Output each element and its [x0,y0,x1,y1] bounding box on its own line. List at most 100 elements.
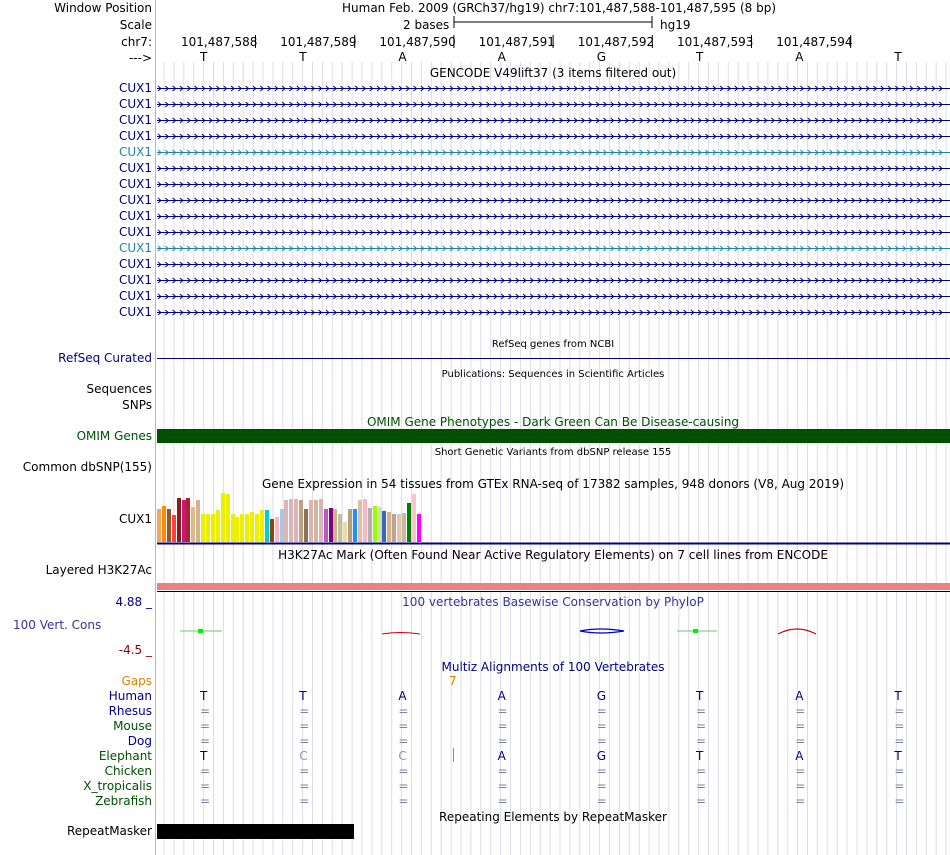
gtex-tissue-bar[interactable] [225,494,230,542]
gtex-tissue-bar[interactable] [318,499,323,542]
gtex-tissue-bar[interactable] [333,509,338,542]
gtex-tissue-bar[interactable] [210,514,215,542]
multiz-base: = [696,734,707,748]
gtex-tissue-bar[interactable] [186,498,191,542]
gtex-tissue-bar[interactable] [313,500,318,542]
gencode-transcript-label[interactable]: CUX1 [118,161,152,175]
refseq-label[interactable]: RefSeq Curated [58,351,152,365]
gtex-tissue-bar[interactable] [264,510,269,542]
gencode-transcript-label[interactable]: CUX1 [118,145,152,159]
h3k27ac-label[interactable]: Layered H3K27Ac [45,563,152,577]
gtex-tissue-bar[interactable] [392,514,397,542]
gtex-tissue-bar[interactable] [191,507,196,542]
gencode-transcript-label[interactable]: CUX1 [118,241,152,255]
phylop-label[interactable]: 100 Vert. Cons [13,618,102,632]
gtex-tissue-bar[interactable] [161,506,166,542]
gtex-tissue-bar[interactable] [294,499,299,542]
gencode-transcript-label[interactable]: CUX1 [118,193,152,207]
gtex-tissue-bar[interactable] [181,500,186,542]
gencode-transcript-label[interactable]: CUX1 [118,97,152,111]
gtex-tissue-bar[interactable] [416,514,421,542]
gtex-tissue-bar[interactable] [245,514,250,542]
gencode-transcript-label[interactable]: CUX1 [118,113,152,127]
gtex-tissue-bar[interactable] [201,514,206,542]
multiz-species-label[interactable]: Dog [127,734,152,748]
publications-label-line1[interactable]: Sequences [86,382,152,396]
gtex-tissue-bar[interactable] [387,512,392,542]
gtex-tissue-bar[interactable] [250,512,255,542]
gtex-tissue-bar[interactable] [289,499,294,542]
multiz-species-label[interactable]: Elephant [98,749,152,763]
gtex-tissue-bar[interactable] [230,514,235,542]
gtex-tissue-bar[interactable] [367,508,372,542]
gtex-tissue-bar[interactable] [176,498,181,542]
gencode-strand-arrows [157,309,943,316]
gtex-tissue-bar[interactable] [274,517,279,542]
gtex-tissue-bar[interactable] [328,508,333,542]
multiz-base: = [200,794,211,808]
gtex-tissue-bar[interactable] [377,507,382,542]
gtex-tissue-bar[interactable] [255,514,259,542]
gtex-tissue-bar[interactable] [157,509,161,542]
gencode-strand-arrows [157,85,943,92]
gencode-transcript-label[interactable]: CUX1 [118,305,152,319]
gtex-tissue-bar[interactable] [353,509,357,542]
gtex-tissue-bar[interactable] [259,510,264,542]
gtex-tissue-bar[interactable] [166,509,171,542]
gtex-tissue-bar[interactable] [206,514,210,542]
multiz-species-label[interactable]: Mouse [113,719,152,733]
gtex-tissue-bar[interactable] [406,503,411,542]
gencode-transcript-label[interactable]: CUX1 [118,273,152,287]
multiz-species-label[interactable]: Rhesus [108,704,152,718]
gtex-tissue-bar[interactable] [220,493,225,542]
gtex-tissue-bar[interactable] [402,513,406,542]
gtex-tissue-bar[interactable] [279,509,284,542]
dbsnp-label[interactable]: Common dbSNP(155) [22,460,152,474]
multiz-species-label[interactable]: Zebrafish [95,794,152,808]
gtex-tissue-bar[interactable] [299,500,304,542]
gtex-tissue-bar[interactable] [372,506,377,542]
gtex-tissue-bar[interactable] [240,514,245,542]
gtex-tissue-bar[interactable] [323,509,328,542]
omim-feature-bar[interactable] [157,429,950,443]
refseq-title: RefSeq genes from NCBI [491,339,615,350]
omim-label[interactable]: OMIM Genes [76,429,152,443]
gtex-tissue-bar[interactable] [196,500,201,542]
gaps-label[interactable]: Gaps [121,674,152,688]
gtex-tissue-bar[interactable] [171,515,176,542]
gtex-tissue-bar[interactable] [304,509,308,542]
gtex-tissue-bar[interactable] [308,500,313,542]
h3k27ac-signal[interactable] [157,583,950,590]
gtex-tissue-bar[interactable] [235,517,240,542]
multiz-species-label[interactable]: X_tropicalis [83,779,152,793]
gencode-strand-arrows [157,229,943,236]
gencode-transcript-label[interactable]: CUX1 [118,257,152,271]
gtex-tissue-bar[interactable] [411,494,416,542]
multiz-base: = [696,779,707,793]
gencode-transcript-label[interactable]: CUX1 [118,209,152,223]
gtex-tissue-bar[interactable] [338,514,343,542]
gtex-label[interactable]: CUX1 [118,512,152,526]
repeatmasker-label[interactable]: RepeatMasker [66,824,152,838]
base-letter: T [696,50,704,64]
gtex-tissue-bar[interactable] [357,500,362,542]
gtex-tissue-bar[interactable] [343,522,348,542]
publications-label-line2[interactable]: SNPs [122,398,152,412]
gencode-transcript-label[interactable]: CUX1 [118,225,152,239]
gencode-transcript-label[interactable]: CUX1 [118,289,152,303]
gtex-tissue-bar[interactable] [348,509,353,542]
gtex-tissue-bar[interactable] [382,511,387,542]
multiz-species-label[interactable]: Chicken [104,764,152,778]
gtex-tissue-bar[interactable] [362,499,367,542]
gtex-tissue-bar[interactable] [284,500,289,542]
gencode-transcript-label[interactable]: CUX1 [118,81,152,95]
multiz-species-label[interactable]: Human [108,689,152,703]
gtex-tissue-bar[interactable] [269,519,274,542]
gencode-transcript-label[interactable]: CUX1 [118,177,152,191]
gtex-tissue-bar[interactable] [215,510,220,542]
repeatmasker-element[interactable] [157,824,354,839]
gencode-transcript-label[interactable]: CUX1 [118,129,152,143]
gtex-tissue-bar[interactable] [397,514,402,542]
window-position-text: Human Feb. 2009 (GRCh37/hg19) chr7:101,4… [342,1,777,15]
